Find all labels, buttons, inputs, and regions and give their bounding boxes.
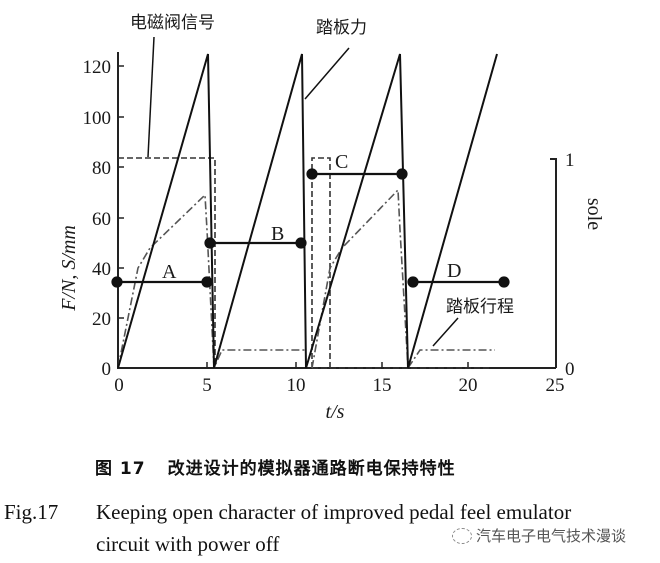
caption-cn-text: 改进设计的模拟器通路断电保持特性 [167, 459, 456, 479]
annotation-valve-signal: 电磁阀信号 [130, 13, 215, 33]
marker-labels: A B C D [162, 151, 461, 283]
leader-lines [147, 36, 459, 347]
watermark: 汽车电子电气技术漫谈 [452, 525, 626, 546]
x-tick-15: 15 [373, 375, 392, 396]
x-axis-label: t/s [326, 401, 345, 423]
pedal-travel-series [117, 188, 495, 371]
y-tick-0: 0 [102, 359, 112, 380]
y-tick-80: 80 [92, 158, 111, 179]
axes [117, 52, 557, 369]
right-axis [550, 158, 557, 368]
caption-english: Fig.17 Keeping open character of improved… [4, 496, 571, 560]
y-tick-100: 100 [83, 108, 112, 129]
wechat-icon [452, 527, 472, 544]
valve-signal-series [118, 157, 490, 369]
chart: 0 20 40 60 80 100 120 0 5 10 15 20 25 0 … [58, 13, 605, 423]
x-tick-5: 5 [202, 375, 212, 396]
y-tick-120: 120 [83, 57, 112, 78]
y-tick-40: 40 [92, 259, 111, 280]
y-axis-label: F/N, S/mm [58, 225, 80, 312]
annotation-pedal-force: 踏板力 [316, 18, 367, 38]
marker-label-d: D [447, 260, 461, 282]
caption-cn-number: 图 17 [95, 459, 146, 479]
caption-chinese: 图 17 改进设计的模拟器通路断电保持特性 [95, 454, 456, 479]
caption-en-line2: circuit with power off [96, 532, 280, 556]
caption-en-line1: Keeping open character of improved pedal… [96, 500, 572, 524]
y-tick-60: 60 [92, 209, 111, 230]
y-tick-20: 20 [92, 309, 111, 330]
x-tick-10: 10 [287, 375, 306, 396]
annotation-pedal-travel: 踏板行程 [446, 297, 514, 317]
watermark-text: 汽车电子电气技术漫谈 [476, 527, 627, 545]
y-tick-labels: 0 20 40 60 80 100 120 [83, 57, 112, 380]
x-tick-25: 25 [546, 375, 565, 396]
pedal-force-series [117, 53, 498, 369]
marker-label-a: A [162, 261, 177, 283]
right-tick-0: 0 [565, 359, 575, 380]
right-tick-labels: 0 1 [565, 150, 575, 380]
marker-label-b: B [271, 223, 284, 245]
x-tick-0: 0 [114, 375, 124, 396]
right-axis-label: sole [583, 198, 605, 230]
x-tick-labels: 0 5 10 15 20 25 [114, 375, 564, 396]
caption-en-number: Fig.17 [4, 500, 59, 524]
markers [111, 168, 510, 288]
right-tick-1: 1 [565, 150, 575, 171]
marker-label-c: C [335, 151, 348, 173]
x-tick-20: 20 [459, 375, 478, 396]
y-ticks [118, 65, 469, 368]
